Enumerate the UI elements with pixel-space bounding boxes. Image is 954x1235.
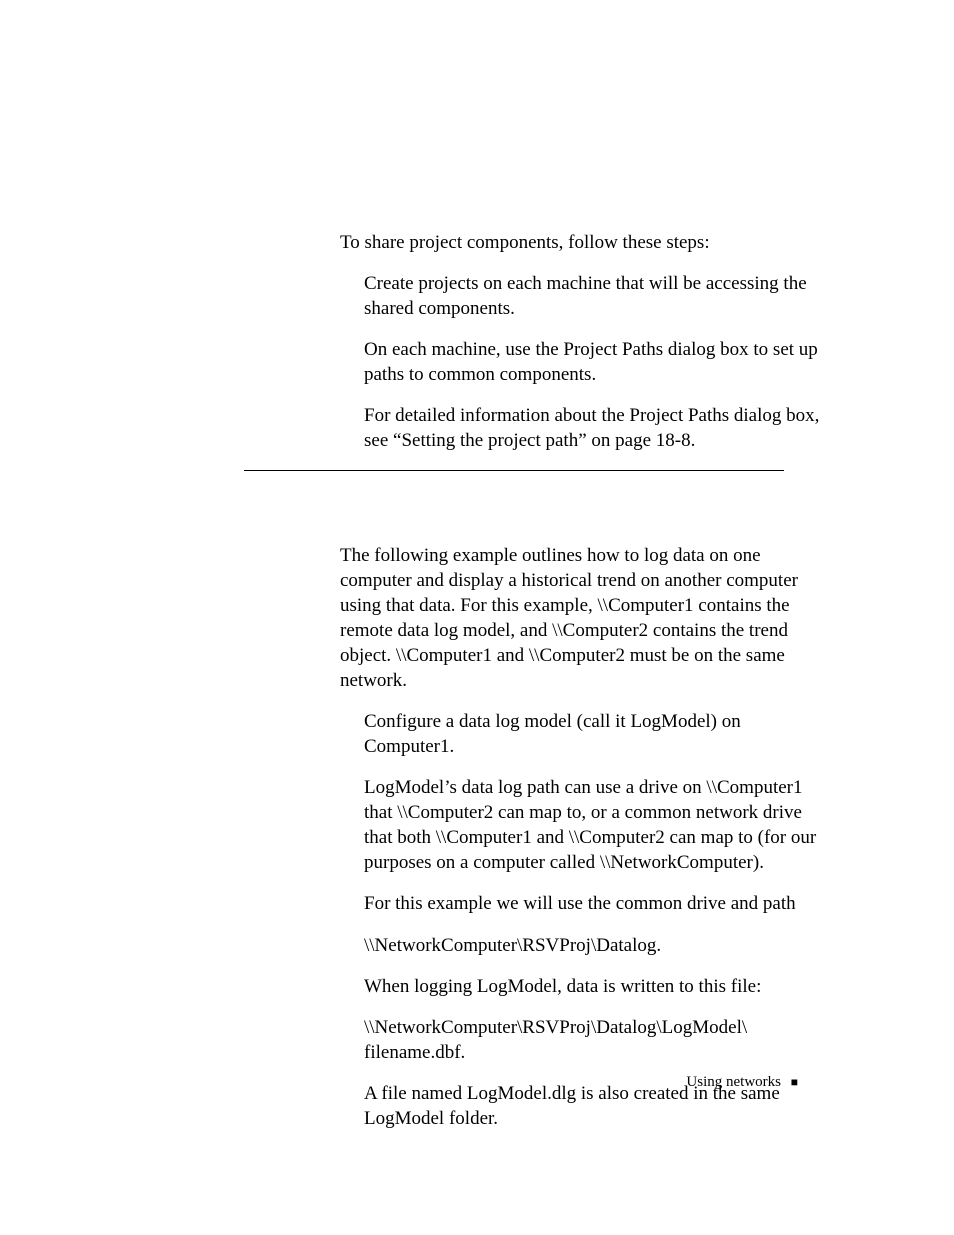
step-a-1: Create projects on each machine that wil… xyxy=(364,271,820,321)
step-b-3: For this example we will use the common … xyxy=(364,891,820,916)
step-a-2: On each machine, use the Project Paths d… xyxy=(364,337,820,387)
step-b-4: \\NetworkComputer\RSVProj\Datalog. xyxy=(364,933,820,958)
step-b-5: When logging LogModel, data is written t… xyxy=(364,974,820,999)
example-intro: The following example outlines how to lo… xyxy=(340,543,820,693)
page-content: To share project components, follow thes… xyxy=(340,230,820,1147)
intro-paragraph: To share project components, follow thes… xyxy=(340,230,820,255)
section-rule xyxy=(244,470,784,471)
section-gap xyxy=(340,499,820,543)
step-b-6: \\NetworkComputer\RSVProj\Datalog\LogMod… xyxy=(364,1015,820,1065)
step-b-1: Configure a data log model (call it LogM… xyxy=(364,709,820,759)
footer-bullet-icon: ■ xyxy=(791,1075,798,1089)
page-footer: Using networks ■ xyxy=(686,1074,798,1091)
step-a-3: For detailed information about the Proje… xyxy=(364,403,820,453)
step-b-2: LogModel’s data log path can use a drive… xyxy=(364,775,820,875)
footer-text: Using networks xyxy=(686,1074,781,1090)
